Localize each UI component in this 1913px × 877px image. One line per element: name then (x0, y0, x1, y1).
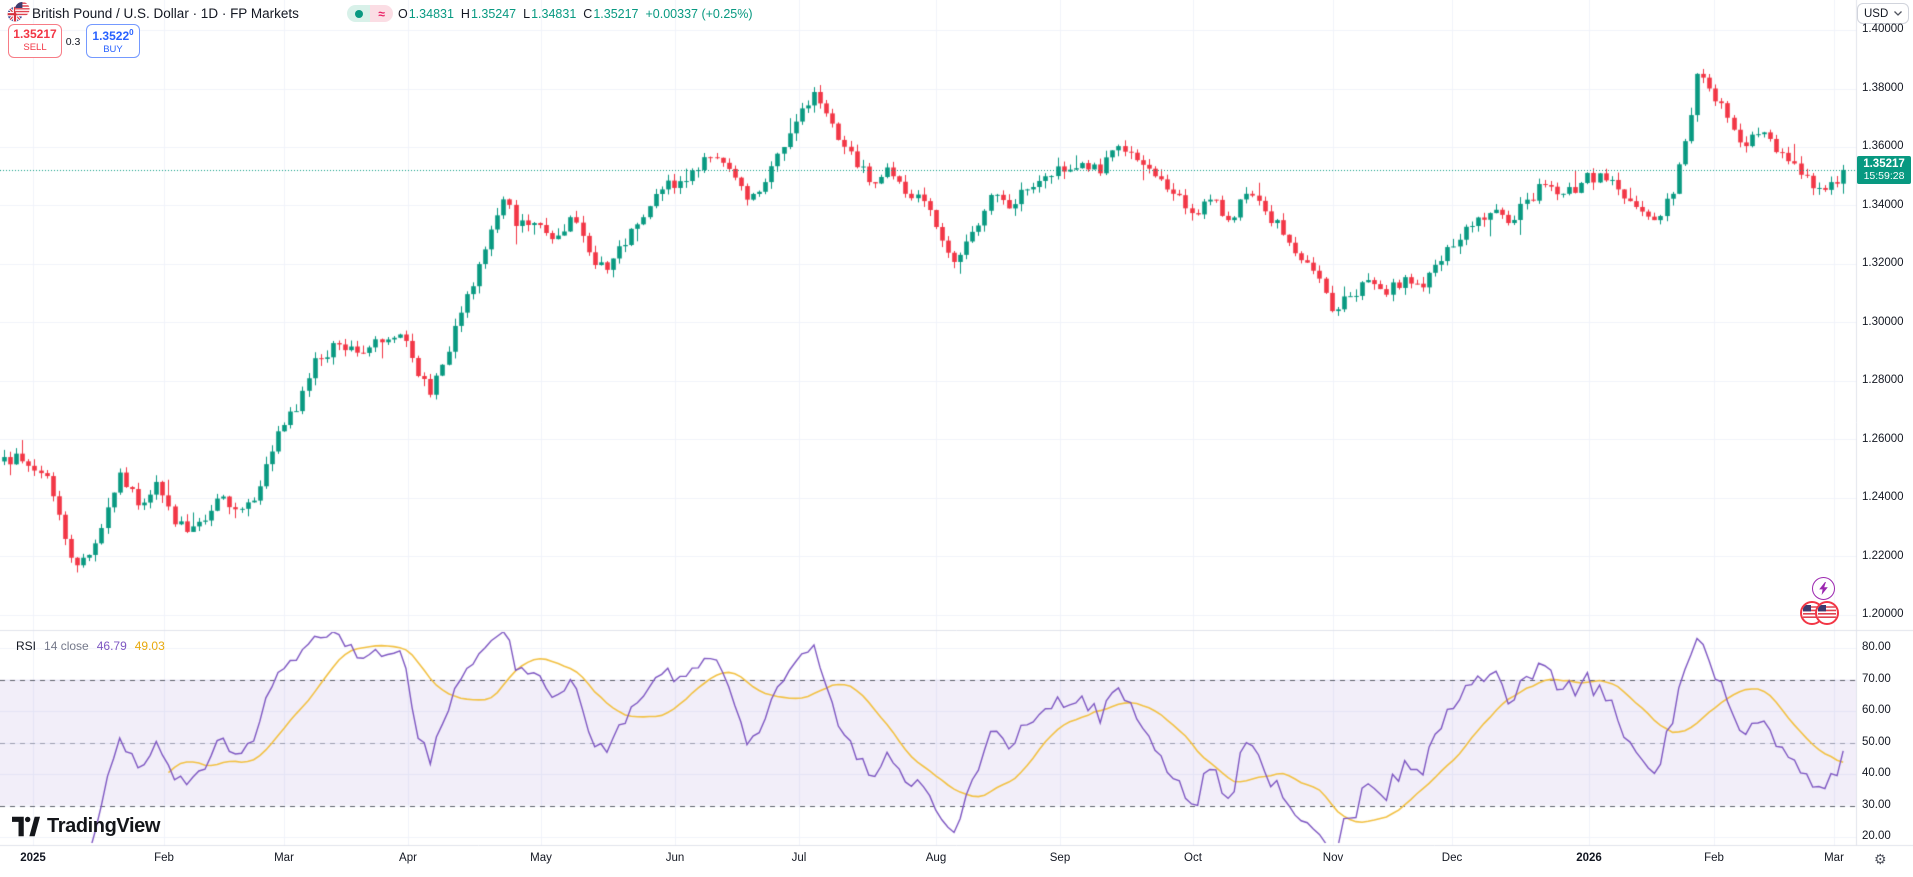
sell-button[interactable]: 1.35217 SELL (8, 24, 62, 58)
buy-price-sup: 0 (129, 28, 134, 37)
price-axis[interactable]: 1.40000 1.38000 1.36000 1.34000 1.32000 1.300… (1858, 0, 1913, 845)
price-axis-currency-button[interactable]: USD (1857, 3, 1909, 24)
price-tick-label: 1.20000 (1862, 608, 1904, 620)
rsi-legend: RSI 14 close 46.79 49.03 (16, 639, 165, 653)
close-value: 1.35217 (593, 7, 639, 21)
sell-label: SELL (23, 42, 47, 53)
rsi-ma-value: 49.03 (134, 639, 165, 653)
time-axis-label: Jun (665, 852, 685, 864)
sell-price: 1.35217 (13, 27, 57, 41)
open-value: 1.34831 (408, 7, 454, 21)
last-price-tag: 1.35217 15:59:28 (1857, 155, 1911, 184)
symbol-pair-flag-icon (6, 2, 30, 22)
time-axis-label: 2026 (1576, 852, 1602, 864)
time-axis-label: Mar (1824, 852, 1844, 864)
time-axis-label: Mar (274, 852, 294, 864)
symbol-status-badges[interactable]: ≈ (347, 5, 393, 22)
tradingview-logo-text: TradingView (47, 815, 161, 837)
price-tick-label: 1.34000 (1862, 198, 1904, 211)
price-tick-label: 1.28000 (1862, 374, 1904, 386)
tradingview-mark-icon (12, 816, 40, 837)
time-axis-label: May (530, 852, 552, 864)
price-tick-label: 1.38000 (1862, 81, 1904, 94)
price-tick-label: 1.24000 (1862, 491, 1904, 503)
price-tick-label: 1.22000 (1862, 549, 1904, 562)
last-price-value: 1.35217 (1863, 157, 1905, 170)
change-value: +0.00337 (+0.25%) (645, 7, 753, 21)
ohlc-readout: O 1.34831 H 1.35247 L 1.34831 C 1.35217 +0.0… (398, 7, 753, 21)
rsi-tick-label: 30.00 (1862, 798, 1891, 811)
symbol-title[interactable]: British Pound / U.S. Dollar · 1D · FP Ma… (32, 6, 299, 21)
tradingview-logo[interactable]: TradingView (12, 815, 160, 838)
rsi-tick-label: 70.00 (1862, 672, 1891, 685)
high-label: H (460, 7, 470, 21)
time-axis-label: Nov (1322, 852, 1344, 864)
related-symbols-button[interactable] (1800, 601, 1839, 625)
time-axis-label: Jul (791, 852, 807, 864)
currency-label: USD (1864, 7, 1889, 20)
time-axis-label: Oct (1184, 852, 1202, 864)
flag-circle-icon (1815, 601, 1839, 625)
chevron-down-icon (1894, 11, 1902, 16)
price-tick-label: 1.36000 (1862, 140, 1904, 152)
market-open-icon[interactable] (347, 5, 370, 22)
time-axis-label: Feb (154, 852, 174, 864)
buy-price: 1.3522 (92, 29, 130, 43)
rsi-title: RSI (16, 639, 37, 653)
buy-label: BUY (103, 44, 123, 55)
open-label: O (398, 7, 408, 21)
price-tick-label: 1.26000 (1862, 432, 1904, 445)
rsi-tick-label: 20.00 (1862, 830, 1891, 842)
low-value: 1.34831 (531, 7, 577, 21)
time-axis-label: Feb (1704, 852, 1724, 864)
rsi-tick-label: 60.00 (1862, 704, 1891, 716)
time-axis-label: 2025 (20, 852, 46, 864)
high-value: 1.35247 (470, 7, 517, 21)
lightning-icon (1819, 582, 1828, 595)
time-axis[interactable]: 2025 Feb Mar Apr May Jun Jul Aug Sep Oct Nov Dec 202… (0, 845, 1856, 877)
rsi-value: 46.79 (96, 639, 127, 653)
bar-countdown: 15:59:28 (1863, 169, 1905, 182)
rsi-tick-label: 80.00 (1862, 641, 1891, 653)
close-label: C (583, 7, 593, 21)
time-axis-label: Dec (1441, 852, 1463, 864)
delayed-data-icon[interactable]: ≈ (370, 5, 393, 22)
boost-button[interactable] (1812, 577, 1835, 600)
low-label: L (523, 7, 531, 21)
rsi-params: 14 close (44, 639, 89, 653)
axis-settings-gear-icon[interactable]: ⚙ (1874, 851, 1887, 867)
rsi-tick-label: 50.00 (1862, 735, 1891, 748)
buy-button[interactable]: 1.35220 BUY (86, 24, 140, 58)
time-axis-label: Aug (925, 852, 947, 864)
time-axis-label: Apr (399, 852, 417, 864)
time-axis-label: Sep (1049, 852, 1071, 864)
rsi-tick-label: 40.00 (1862, 767, 1891, 779)
price-tick-label: 1.40000 (1862, 23, 1904, 35)
price-tick-label: 1.32000 (1862, 257, 1904, 269)
spread-value: 0.3 (65, 36, 81, 48)
price-tick-label: 1.30000 (1862, 315, 1904, 328)
